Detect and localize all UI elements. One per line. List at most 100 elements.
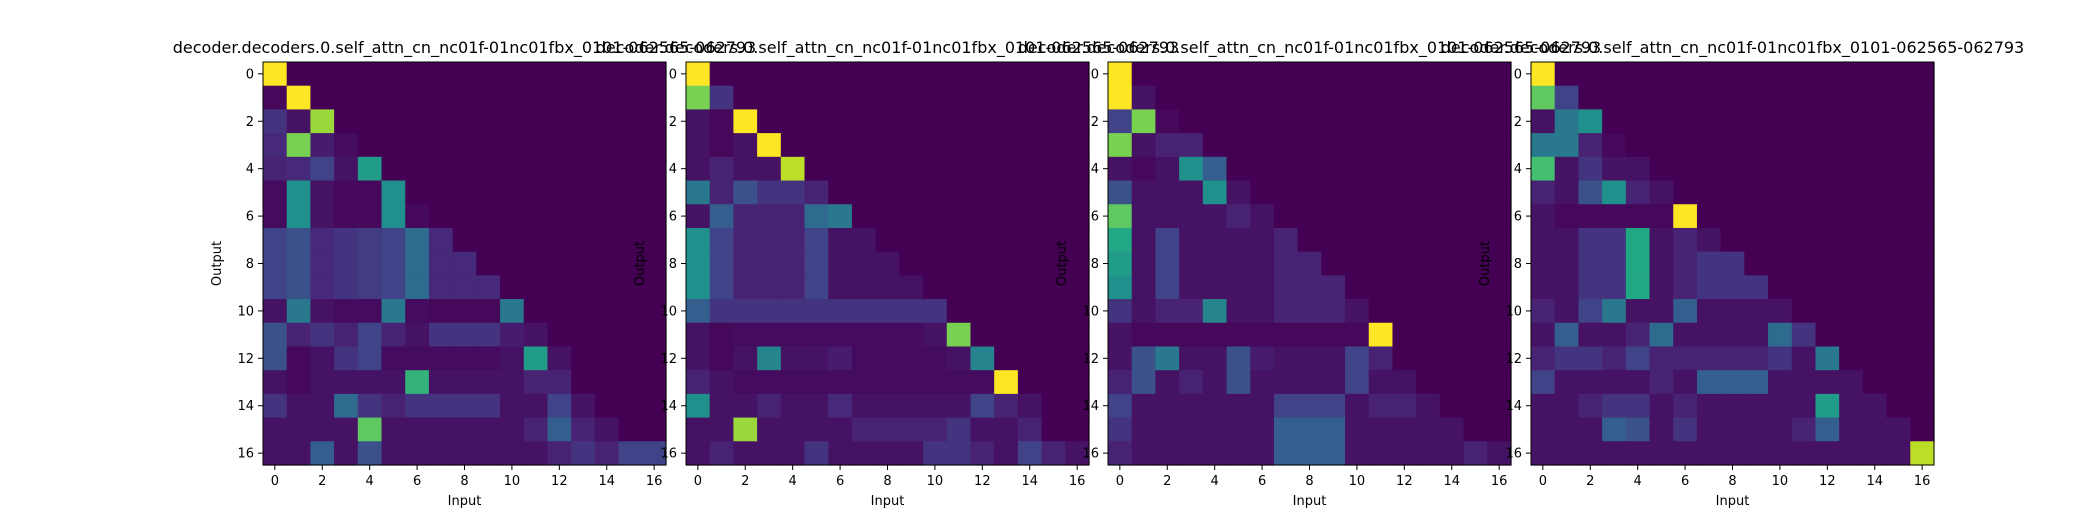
heatmap-cell [405, 109, 430, 134]
heatmap-cell [1839, 204, 1864, 229]
heatmap-cell [1368, 275, 1394, 300]
heatmap-cell [1202, 227, 1228, 253]
heatmap-cell [875, 62, 900, 87]
heatmap-cell [1768, 299, 1793, 324]
heatmap-cell [594, 370, 620, 395]
heatmap-cell [1392, 393, 1417, 419]
heatmap-cell [1673, 227, 1698, 253]
heatmap-cell [476, 156, 501, 182]
heatmap-cell [1886, 204, 1911, 229]
heatmap-cell [594, 227, 620, 253]
heatmap-cell [1602, 441, 1627, 466]
heatmap-cell [1554, 299, 1580, 324]
heatmap-cell [875, 322, 900, 348]
heatmap-cell [1673, 393, 1698, 419]
heatmap-cell [1602, 85, 1627, 111]
heatmap-cell [1720, 204, 1745, 229]
heatmap-cell [1273, 370, 1299, 395]
heatmap-cell [1696, 346, 1722, 371]
heatmap-cell [334, 346, 359, 371]
heatmap-cell [757, 204, 782, 229]
heatmap-cell [1578, 370, 1603, 395]
heatmap-cell [500, 109, 525, 134]
heatmap-cell [428, 275, 454, 300]
heatmap-cell [1439, 346, 1465, 371]
heatmap-cell [1744, 275, 1769, 300]
y-tick-label: 6 [1514, 210, 1522, 225]
heatmap-cell [1744, 417, 1769, 442]
heatmap-cell [804, 393, 829, 419]
heatmap-cell [357, 299, 383, 324]
heatmap-cell [1649, 322, 1674, 348]
heatmap-cell [357, 322, 383, 348]
heatmap-cell [642, 346, 667, 371]
heatmap-cell [686, 441, 711, 466]
heatmap-cell [1439, 180, 1465, 205]
heatmap-cell [1531, 441, 1556, 466]
y-tick-label: 8 [246, 257, 254, 272]
heatmap-cell [1910, 204, 1935, 229]
heatmap-cell [476, 346, 501, 371]
heatmap-cell [1368, 62, 1394, 87]
heatmap-cell [1886, 85, 1911, 111]
heatmap-cell [1202, 180, 1228, 205]
y-tick-label: 6 [1091, 210, 1099, 225]
heatmap-cell [1744, 322, 1769, 348]
heatmap-cell [1202, 85, 1228, 111]
heatmap-cell [263, 417, 288, 442]
heatmap-cell [1696, 204, 1722, 229]
heatmap-cell [310, 62, 335, 87]
heatmap-cell [428, 370, 454, 395]
heatmap-cell [733, 393, 758, 419]
heatmap-cell [923, 417, 948, 442]
heatmap-cell [1041, 370, 1066, 395]
heatmap-cell [1862, 251, 1888, 276]
heatmap-cell [828, 227, 853, 253]
heatmap-cell [310, 275, 335, 300]
heatmap-cell [642, 156, 667, 182]
heatmap-cell [452, 156, 477, 182]
heatmap-cell [1531, 370, 1556, 395]
heatmap-cell [1649, 85, 1674, 111]
heatmap-cell [1910, 346, 1935, 371]
heatmap-cell [994, 109, 1019, 134]
heatmap-cell [1065, 346, 1090, 371]
heatmap-cell [733, 441, 758, 466]
heatmap-cell [1297, 393, 1322, 419]
heatmap-cell [780, 109, 806, 134]
heatmap-cell [1625, 85, 1651, 111]
heatmap-cell [571, 133, 596, 158]
y-axis-label: Output [210, 241, 225, 286]
heatmap-cell [780, 85, 806, 111]
heatmap-cell [1321, 393, 1346, 419]
heatmap-cell [757, 299, 782, 324]
heatmap-cell [709, 275, 735, 300]
heatmap-cell [923, 156, 948, 182]
heatmap-cell [1226, 441, 1251, 466]
heatmap-cell [899, 180, 924, 205]
heatmap-cell [1321, 370, 1346, 395]
heatmap-cell [709, 299, 735, 324]
heatmap-cell [1041, 156, 1066, 182]
heatmap-cell [994, 85, 1019, 111]
heatmap-cell [733, 275, 758, 300]
heatmap-cell [1250, 275, 1275, 300]
heatmap-cell [1815, 393, 1840, 419]
heatmap-cell [946, 133, 972, 158]
heatmap-cell [1768, 441, 1793, 466]
heatmap-cell [1297, 109, 1322, 134]
heatmap-cell [334, 299, 359, 324]
y-axis-label: Output [633, 241, 648, 286]
heatmap-cell [1131, 85, 1157, 111]
heatmap-cell [1578, 85, 1603, 111]
heatmap-cell [1602, 227, 1627, 253]
heatmap-cell [1602, 133, 1627, 158]
heatmap-cell [310, 417, 335, 442]
heatmap-cell [1649, 62, 1674, 87]
heatmap-cell [923, 251, 948, 276]
heatmap-cell [310, 204, 335, 229]
heatmap-cell [709, 441, 735, 466]
heatmap-cell [1017, 346, 1043, 371]
heatmap-cell [1839, 133, 1864, 158]
heatmap-cell [1179, 370, 1204, 395]
